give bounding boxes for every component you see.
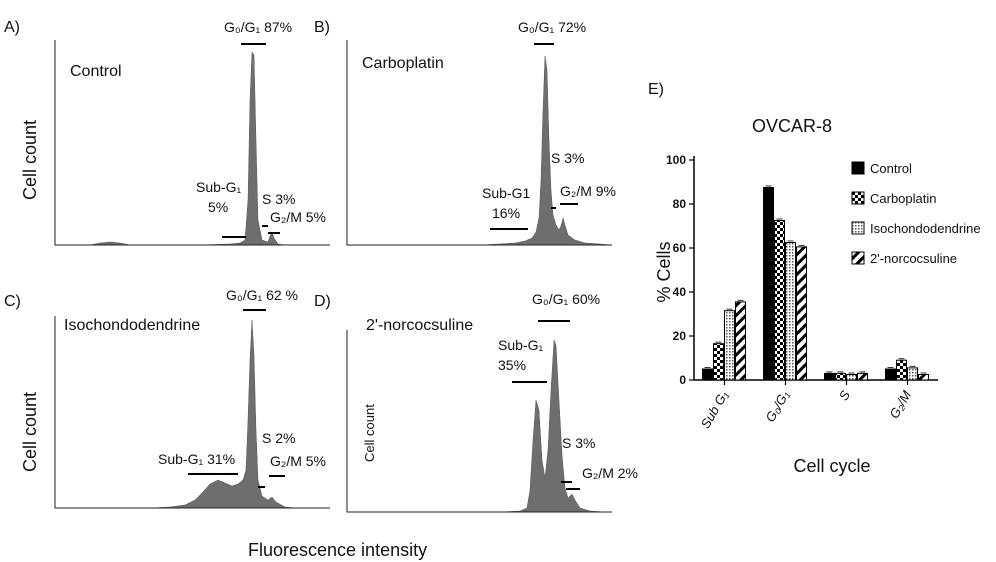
- bar: [702, 368, 713, 381]
- legend-swatch: [851, 191, 865, 205]
- x-tick-label: G₀/G₁: [762, 388, 792, 424]
- ylabel-small: Cell count: [362, 404, 377, 462]
- label-g2m: G₂/M 9%: [560, 183, 616, 199]
- x-tick-label: S: [836, 388, 853, 403]
- label-g1: G₀/G₁ 60%: [532, 291, 600, 307]
- label-s: S 3%: [262, 191, 295, 207]
- panel-name: Isochondodendrine: [64, 317, 200, 334]
- bar: [824, 372, 835, 381]
- panel-a: A) Control G₀/G₁ 87% Sub-G₁ 5% S 3% G₂/M…: [4, 19, 330, 246]
- label-subg1-a: Sub-G₁: [498, 337, 543, 353]
- panel-name: 2'-norcocsuline: [366, 317, 473, 334]
- panel-letter: C): [4, 293, 21, 310]
- bar: [857, 372, 868, 381]
- panel-b: B) Carboplatin G₀/G₁ 72% Sub-G1 16% S 3%…: [314, 19, 616, 246]
- y-tick-label: 0: [679, 373, 686, 387]
- panel-letter: A): [4, 19, 20, 36]
- bar: [763, 187, 774, 381]
- panel-name: Carboplatin: [362, 55, 444, 72]
- xlabel-shared: Fluorescence intensity: [248, 540, 427, 560]
- histogram: [149, 319, 296, 509]
- chart-title: OVCAR-8: [752, 116, 832, 136]
- label-s: S 3%: [551, 150, 584, 166]
- label-s: S 2%: [262, 430, 295, 446]
- label-subg1-a: Sub-G₁: [196, 179, 241, 195]
- label-subg1-a: Sub-G₁ 31%: [158, 451, 235, 467]
- bar: [735, 301, 746, 381]
- ylabel-top: Cell count: [20, 120, 40, 200]
- y-tick-label: 40: [673, 285, 687, 299]
- axes: [346, 330, 612, 513]
- bar: [918, 374, 929, 381]
- label-g1: G₀/G₁ 87%: [224, 19, 292, 35]
- panel-letter: B): [314, 19, 330, 36]
- axes: [346, 40, 612, 246]
- legend-label: Isochondodendrine: [870, 221, 981, 236]
- bar: [796, 246, 807, 381]
- label-s: S 3%: [562, 435, 595, 451]
- legend-swatch: [851, 221, 865, 235]
- axes: [54, 40, 330, 246]
- bar: [774, 220, 785, 381]
- label-g2m: G₂/M 2%: [582, 465, 638, 481]
- legend-label: Carboplatin: [870, 191, 937, 206]
- bar: [835, 372, 846, 381]
- bar: [713, 343, 724, 381]
- legend-swatch: [851, 251, 865, 265]
- y-tick-label: 100: [666, 153, 686, 167]
- panel-d: D) 2'-norcocsuline Cell count G₀/G₁ 60% …: [314, 291, 638, 513]
- ylabel-bottom: Cell count: [20, 392, 40, 472]
- label-subg1-b: 35%: [498, 357, 526, 373]
- panel-letter: E): [648, 81, 664, 98]
- y-axis-title: % Cells: [654, 241, 674, 302]
- label-g2m: G₂/M 5%: [270, 209, 326, 225]
- label-g2m: G₂/M 5%: [270, 453, 326, 469]
- y-tick-label: 60: [673, 241, 687, 255]
- label-subg1-b: 5%: [208, 199, 228, 215]
- bar: [724, 310, 735, 381]
- label-subg1-b: 16%: [492, 205, 520, 221]
- histogram: [479, 55, 613, 246]
- y-tick-label: 20: [673, 329, 687, 343]
- legend: Control Carboplatin Isochondodendrine 2'-no…: [851, 161, 981, 266]
- panel-c: C) Isochondodendrine G₀/G₁ 62 % Sub-G₁ 3…: [4, 287, 330, 509]
- histogram: [89, 51, 286, 246]
- x-tick-label: Sub G₁: [698, 388, 731, 431]
- x-axis-title: Cell cycle: [793, 456, 870, 476]
- bar: [907, 367, 918, 381]
- bar: [846, 374, 857, 381]
- legend-label: 2'-norcocsuline: [870, 251, 957, 266]
- bar: [885, 368, 896, 381]
- label-g1: G₀/G₁ 72%: [518, 19, 586, 35]
- legend-label: Control: [870, 161, 912, 176]
- legend-swatch: [851, 161, 865, 175]
- label-g1: G₀/G₁ 62 %: [226, 287, 298, 303]
- bar: [896, 359, 907, 381]
- axes: [54, 316, 330, 509]
- histogram: [499, 339, 606, 513]
- y-tick-label: 80: [673, 197, 687, 211]
- panel-e: E) OVCAR-8 % Cells Cell cycle 0 20 40 60 80 1…: [648, 81, 981, 476]
- label-subg1-a: Sub-G1: [482, 185, 530, 201]
- bar: [785, 242, 796, 381]
- panel-name: Control: [70, 63, 122, 80]
- panel-letter: D): [314, 293, 331, 310]
- x-tick-label: G₂/M: [886, 388, 914, 421]
